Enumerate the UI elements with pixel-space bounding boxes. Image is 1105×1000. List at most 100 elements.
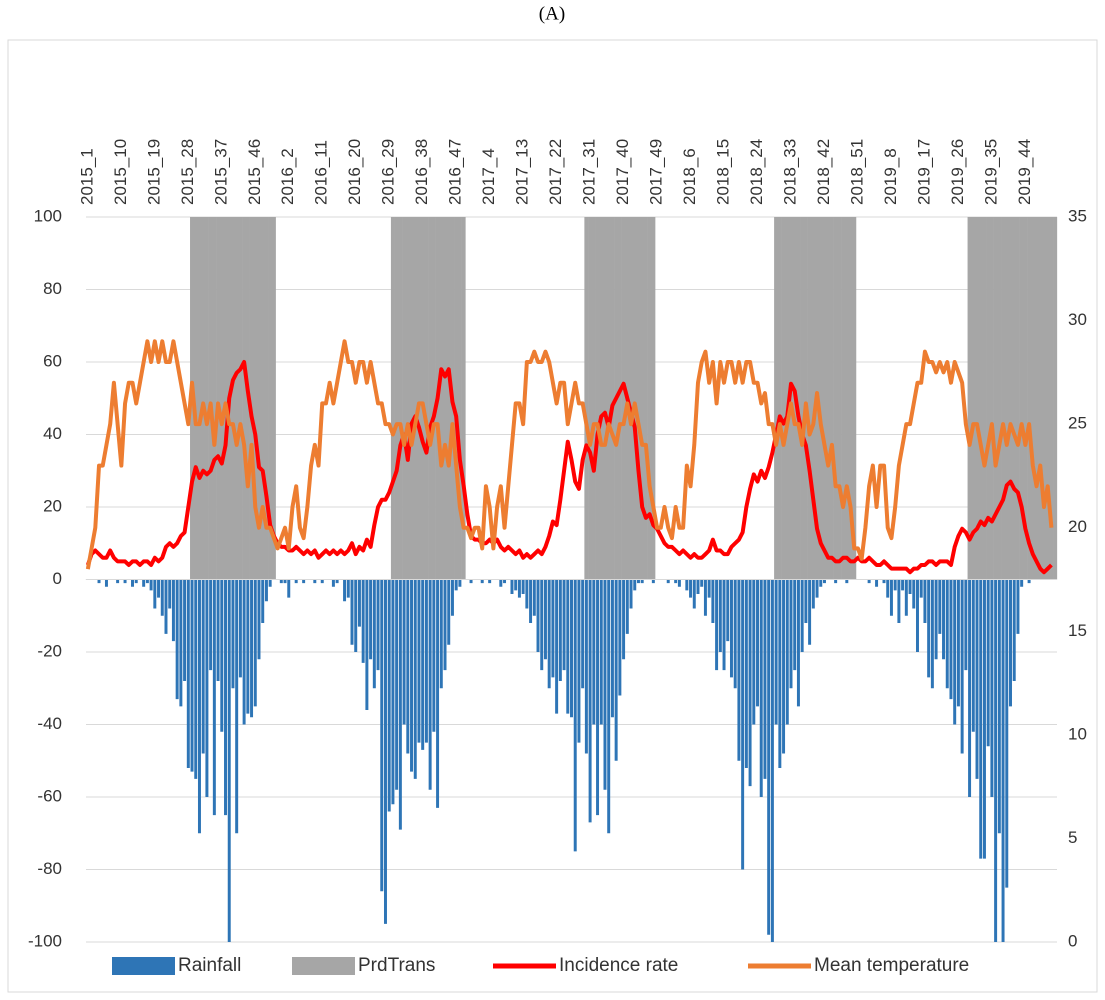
bar bbox=[841, 217, 846, 580]
bar bbox=[153, 579, 157, 609]
bar bbox=[294, 579, 298, 584]
bar bbox=[570, 579, 573, 718]
bar bbox=[677, 579, 681, 587]
x-tick-label: 2015_37 bbox=[211, 139, 230, 205]
bar bbox=[994, 579, 998, 942]
bar bbox=[104, 579, 108, 587]
bar bbox=[469, 579, 473, 584]
bar bbox=[930, 579, 934, 689]
bar bbox=[581, 579, 585, 689]
bar bbox=[599, 579, 603, 725]
y2-tick-label: 30 bbox=[1068, 310, 1087, 329]
bar bbox=[194, 579, 198, 779]
bar bbox=[517, 579, 521, 598]
bar bbox=[346, 579, 350, 598]
y-tick-label: -60 bbox=[37, 786, 62, 805]
bar bbox=[785, 217, 790, 580]
bar bbox=[711, 579, 715, 623]
bar bbox=[666, 579, 670, 584]
bar bbox=[741, 579, 745, 870]
bar bbox=[610, 579, 614, 718]
bar bbox=[1008, 217, 1013, 580]
bar bbox=[439, 579, 443, 689]
bar bbox=[186, 579, 190, 768]
bar bbox=[960, 579, 964, 754]
bar bbox=[197, 579, 201, 834]
bar bbox=[819, 579, 823, 587]
bar bbox=[729, 579, 733, 678]
bar bbox=[640, 217, 645, 580]
legend-label: PrdTrans bbox=[358, 955, 435, 976]
bar bbox=[416, 217, 421, 580]
bar bbox=[752, 579, 756, 725]
bar bbox=[227, 579, 231, 942]
legend-swatch bbox=[292, 957, 355, 975]
bar bbox=[759, 579, 763, 797]
bar bbox=[1009, 579, 1012, 707]
bar bbox=[577, 579, 581, 743]
bar bbox=[774, 579, 778, 725]
bar bbox=[208, 217, 213, 580]
bar bbox=[410, 579, 414, 772]
x-tick-label: 2016_11 bbox=[312, 140, 331, 205]
x-tick-label: 2019_17 bbox=[914, 139, 933, 205]
bar bbox=[971, 579, 975, 732]
bar bbox=[231, 579, 235, 689]
bar bbox=[726, 579, 730, 642]
bar bbox=[442, 217, 448, 580]
bar bbox=[949, 579, 953, 700]
bar bbox=[833, 217, 838, 580]
bar bbox=[279, 579, 283, 584]
bar bbox=[822, 217, 827, 580]
bar bbox=[993, 217, 998, 580]
bar bbox=[815, 579, 819, 598]
bar bbox=[402, 579, 406, 725]
bar bbox=[253, 217, 258, 580]
bar bbox=[168, 579, 172, 609]
bar bbox=[602, 217, 607, 580]
bar bbox=[647, 217, 652, 580]
bar bbox=[480, 579, 484, 584]
bar bbox=[394, 217, 399, 580]
bar bbox=[942, 579, 946, 660]
bar bbox=[782, 579, 786, 754]
bar bbox=[529, 579, 533, 623]
y2-tick-label: 25 bbox=[1068, 414, 1087, 433]
bar bbox=[756, 579, 760, 707]
y-tick-label: 80 bbox=[43, 279, 62, 298]
x-tick-label: 2018_15 bbox=[714, 139, 733, 205]
x-tick-label: 2018_51 bbox=[847, 139, 866, 205]
bar bbox=[1049, 217, 1054, 580]
bar bbox=[450, 579, 454, 616]
y-tick-label: -20 bbox=[37, 641, 62, 660]
y2-tick-label: 15 bbox=[1068, 621, 1087, 640]
bar bbox=[696, 579, 700, 594]
bar bbox=[629, 217, 634, 580]
bar bbox=[428, 217, 433, 580]
bar bbox=[246, 579, 250, 714]
bar bbox=[722, 579, 726, 671]
bar bbox=[1016, 579, 1020, 634]
bar bbox=[982, 579, 986, 859]
bar bbox=[807, 217, 812, 580]
bar bbox=[313, 579, 317, 584]
bar bbox=[927, 579, 931, 678]
bar bbox=[540, 579, 544, 671]
bar bbox=[157, 579, 161, 598]
bar bbox=[596, 579, 600, 816]
bar bbox=[584, 579, 588, 754]
bar bbox=[264, 217, 269, 580]
bar bbox=[912, 579, 916, 609]
y2-tick-label: 35 bbox=[1068, 206, 1087, 225]
bar bbox=[343, 579, 347, 602]
bar bbox=[1023, 217, 1028, 580]
bar bbox=[822, 579, 826, 584]
chart-frame bbox=[7, 39, 1098, 993]
bar bbox=[889, 579, 893, 616]
bar bbox=[287, 579, 291, 598]
bar bbox=[190, 579, 194, 772]
bar bbox=[607, 579, 611, 834]
bar bbox=[551, 579, 555, 678]
bar bbox=[674, 579, 678, 584]
bar bbox=[938, 579, 942, 634]
